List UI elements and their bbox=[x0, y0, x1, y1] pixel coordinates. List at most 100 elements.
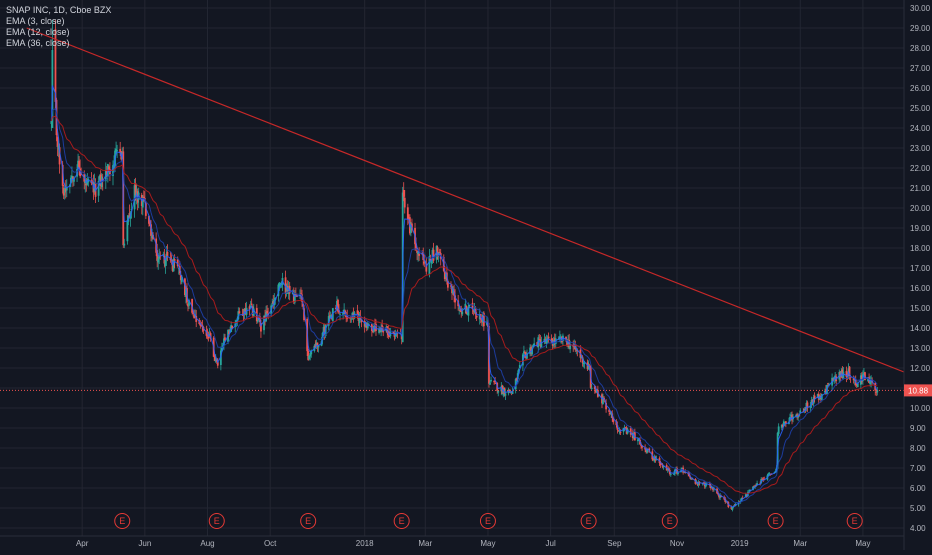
earnings-marker[interactable]: E bbox=[580, 513, 597, 529]
candle-body bbox=[452, 289, 454, 294]
candle-body bbox=[526, 353, 528, 359]
candle bbox=[791, 411, 793, 425]
candle bbox=[315, 339, 318, 350]
candle-body bbox=[761, 478, 764, 480]
candle-body bbox=[645, 448, 648, 452]
candle-body bbox=[308, 355, 311, 360]
candle-body bbox=[309, 353, 312, 357]
candle-body bbox=[157, 258, 160, 263]
candle bbox=[144, 200, 147, 219]
earnings-marker[interactable]: E bbox=[661, 513, 678, 529]
y-tick-label: 8.00 bbox=[910, 444, 926, 453]
candle-body bbox=[689, 476, 692, 479]
candle-body bbox=[502, 388, 505, 396]
candle bbox=[795, 413, 798, 418]
candle-body bbox=[602, 397, 604, 404]
candle bbox=[256, 319, 259, 324]
candle-body bbox=[406, 207, 409, 220]
candle-body bbox=[287, 287, 290, 295]
candle-body bbox=[640, 445, 642, 446]
candle-body bbox=[207, 336, 210, 339]
candle-body bbox=[219, 350, 222, 365]
candle-body bbox=[637, 439, 639, 442]
candle-body bbox=[173, 259, 176, 261]
candle-body bbox=[86, 179, 89, 185]
earnings-marker[interactable]: E bbox=[846, 513, 863, 529]
candle-body bbox=[842, 371, 845, 379]
candle bbox=[271, 298, 274, 307]
legend-ema-fast[interactable]: EMA (3, close) bbox=[6, 16, 65, 26]
candle-body bbox=[619, 431, 622, 433]
candle-body bbox=[827, 383, 829, 385]
candle-body bbox=[472, 309, 475, 312]
candle bbox=[677, 470, 679, 476]
candle-body bbox=[71, 175, 73, 179]
candle-body bbox=[791, 414, 793, 421]
candle-body bbox=[364, 321, 367, 328]
earnings-label: E bbox=[667, 516, 673, 526]
candle bbox=[223, 333, 225, 351]
candle-body bbox=[72, 177, 74, 181]
candle-body bbox=[475, 315, 478, 318]
y-tick-label: 17.00 bbox=[910, 264, 931, 273]
candle-body bbox=[342, 312, 345, 316]
legend-ema-mid[interactable]: EMA (12, close) bbox=[6, 27, 70, 37]
candle-body bbox=[489, 382, 491, 385]
candle-body bbox=[256, 321, 259, 323]
candle bbox=[86, 173, 89, 186]
candle-body bbox=[869, 381, 871, 385]
y-tick-label: 24.00 bbox=[910, 124, 931, 133]
x-axis[interactable]: Apr Jun Aug Oct 2018 Mar May Jul Sep Nov 2019 Mar Ma… bbox=[0, 535, 904, 548]
candle bbox=[504, 388, 507, 401]
legend-ema-slow[interactable]: EMA (36, close) bbox=[6, 38, 70, 48]
earnings-marker[interactable]: E bbox=[393, 513, 410, 529]
candle bbox=[65, 179, 68, 198]
candle bbox=[184, 277, 186, 298]
candle-body bbox=[816, 393, 819, 398]
candle-body bbox=[141, 197, 144, 208]
candle-body bbox=[813, 395, 816, 399]
candle-body bbox=[200, 325, 203, 327]
candle-body bbox=[279, 283, 282, 285]
candle-body bbox=[768, 473, 771, 475]
x-tick-label: Mar bbox=[418, 539, 432, 548]
earnings-marker[interactable]: E bbox=[767, 513, 784, 529]
candle-body bbox=[587, 365, 590, 370]
legend-symbol-line[interactable]: SNAP INC, 1D, Cboe BZX bbox=[6, 5, 112, 15]
candle bbox=[213, 354, 216, 361]
candle bbox=[805, 400, 808, 412]
earnings-label: E bbox=[485, 516, 491, 526]
candle bbox=[645, 447, 648, 454]
candle-body bbox=[730, 506, 733, 510]
candle bbox=[530, 344, 532, 357]
earnings-marker[interactable]: E bbox=[114, 513, 131, 529]
x-tick-label: Aug bbox=[200, 539, 214, 548]
candle-body bbox=[164, 260, 167, 267]
candle-body bbox=[738, 501, 741, 503]
candle bbox=[762, 476, 765, 482]
candle-body bbox=[695, 482, 698, 484]
candle-body bbox=[179, 275, 182, 281]
earnings-marker[interactable]: E bbox=[479, 513, 496, 529]
candle bbox=[608, 409, 611, 416]
candle-body bbox=[415, 243, 417, 249]
candle-body bbox=[864, 372, 866, 381]
candle-body bbox=[378, 328, 380, 333]
earnings-marker[interactable]: E bbox=[208, 513, 225, 529]
last-price-label: 10.88 bbox=[908, 386, 929, 395]
candle bbox=[813, 392, 816, 403]
candle bbox=[249, 300, 252, 308]
candle-body bbox=[223, 338, 225, 346]
y-tick-label: 27.00 bbox=[910, 64, 931, 73]
y-tick-label: 23.00 bbox=[910, 144, 931, 153]
ema-mid-line bbox=[50, 108, 878, 504]
candle-body bbox=[278, 284, 281, 287]
candle bbox=[84, 173, 87, 193]
earnings-marker[interactable]: E bbox=[300, 513, 317, 529]
y-axis[interactable]: 30.00 29.00 28.00 27.00 26.00 25.00 24.00 23.00… bbox=[903, 0, 932, 550]
candle bbox=[199, 320, 202, 329]
candle-body bbox=[524, 351, 526, 353]
candle-body bbox=[744, 494, 747, 498]
